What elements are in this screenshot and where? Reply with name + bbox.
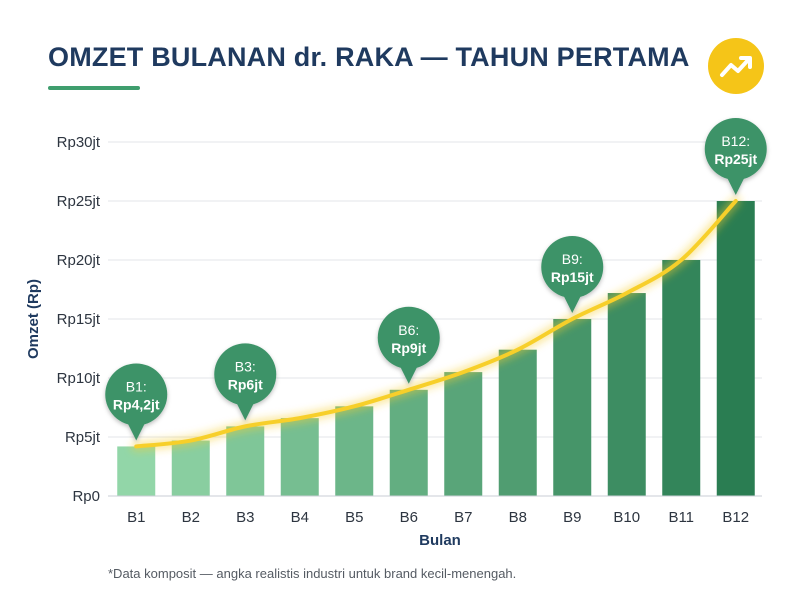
x-tick-label: B7 bbox=[454, 509, 472, 526]
callout-pointer bbox=[725, 175, 746, 195]
bar-chart: Rp0 Rp5jt Rp10jt Rp15jt Rp20jt Rp25jt Rp30jt Om… bbox=[25, 118, 767, 549]
callout-month-label: B12: bbox=[721, 133, 750, 149]
footnote: *Data komposit — angka realistis industr… bbox=[108, 566, 517, 581]
y-tick-label: Rp15jt bbox=[57, 311, 101, 328]
callout-pointer bbox=[126, 420, 147, 441]
y-tick-label: Rp0 bbox=[72, 488, 100, 505]
callout-pointer bbox=[235, 400, 256, 421]
callout-value-label: Rp25jt bbox=[714, 151, 757, 167]
x-tick-label: B1 bbox=[127, 509, 145, 526]
x-tick-label: B3 bbox=[236, 509, 254, 526]
y-axis-title: Omzet (Rp) bbox=[25, 279, 42, 359]
x-tick-label: B10 bbox=[613, 509, 640, 526]
trending-up-icon bbox=[720, 56, 752, 77]
bar bbox=[117, 446, 156, 496]
x-tick-label: B5 bbox=[345, 509, 363, 526]
bar bbox=[662, 260, 701, 496]
y-tick-label: Rp5jt bbox=[65, 429, 101, 446]
callout-value-label: Rp15jt bbox=[551, 269, 594, 285]
callout-value-label: Rp4,2jt bbox=[113, 396, 160, 412]
bar bbox=[553, 319, 592, 496]
x-tick-label: B9 bbox=[563, 509, 581, 526]
callout-bubble bbox=[377, 306, 440, 369]
callout-bubble bbox=[105, 363, 168, 426]
y-tick-label: Rp25jt bbox=[57, 193, 101, 210]
x-tick-label: B12 bbox=[722, 509, 749, 526]
x-tick-label: B8 bbox=[509, 509, 527, 526]
callout-bubble bbox=[704, 118, 767, 180]
chart-title: OMZET BULANAN dr. RAKA — TAHUN PERTAMA bbox=[48, 42, 690, 72]
x-tick-label: B4 bbox=[291, 509, 309, 526]
callout-bubble bbox=[541, 236, 604, 298]
bar bbox=[498, 349, 537, 496]
title-underline bbox=[48, 86, 140, 90]
callout-value-label: Rp6jt bbox=[228, 376, 263, 392]
annotation-callout bbox=[214, 343, 277, 421]
x-tick-label: B6 bbox=[400, 509, 418, 526]
x-tick-label: B2 bbox=[182, 509, 200, 526]
bar bbox=[280, 418, 319, 496]
bar bbox=[389, 389, 428, 496]
bar bbox=[444, 372, 483, 496]
bar bbox=[226, 426, 265, 496]
bar bbox=[607, 293, 646, 496]
annotation-callout bbox=[105, 363, 168, 441]
annotation-callout bbox=[704, 118, 767, 195]
callout-month-label: B6: bbox=[398, 322, 419, 338]
callout-value-label: Rp9jt bbox=[391, 340, 426, 356]
callout-month-label: B3: bbox=[235, 358, 256, 374]
callout-pointer bbox=[562, 293, 583, 313]
y-tick-label: Rp10jt bbox=[57, 370, 101, 387]
y-tick-label: Rp20jt bbox=[57, 252, 101, 269]
callout-month-label: B1: bbox=[126, 378, 147, 394]
callout-bubble bbox=[214, 343, 277, 406]
bar bbox=[171, 440, 210, 496]
trend-line bbox=[134, 199, 738, 449]
annotation-callout bbox=[377, 306, 440, 384]
callout-pointer bbox=[398, 363, 419, 384]
annotation-callout bbox=[541, 236, 604, 313]
bar bbox=[716, 201, 755, 496]
callout-month-label: B9: bbox=[562, 251, 583, 267]
bar bbox=[335, 406, 374, 496]
x-axis-title: Bulan bbox=[419, 532, 461, 549]
trend-badge bbox=[708, 38, 764, 94]
x-tick-label: B11 bbox=[668, 509, 694, 526]
y-tick-label: Rp30jt bbox=[57, 134, 101, 151]
